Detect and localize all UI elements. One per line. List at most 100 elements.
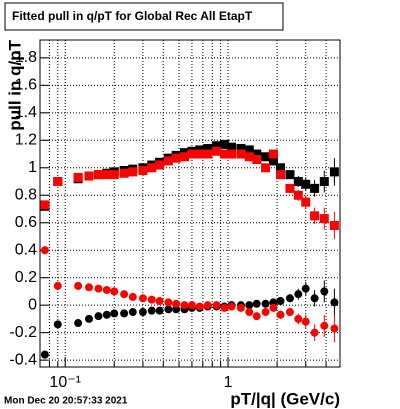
marker	[261, 299, 270, 308]
x-axis-label: pT/|q| (GeV/c)	[230, 389, 340, 408]
marker	[236, 144, 246, 154]
marker	[172, 305, 181, 314]
marker	[212, 141, 222, 151]
marker	[329, 167, 339, 177]
marker	[110, 309, 119, 318]
marker	[74, 281, 83, 290]
marker	[40, 246, 49, 255]
marker	[219, 149, 229, 159]
marker	[171, 153, 181, 163]
marker	[138, 308, 147, 317]
marker	[110, 287, 119, 296]
marker	[227, 149, 237, 159]
marker	[293, 177, 303, 187]
marker	[319, 177, 329, 187]
marker	[155, 306, 164, 315]
marker	[212, 146, 222, 156]
marker	[155, 297, 164, 306]
marker	[276, 310, 285, 319]
marker	[310, 294, 319, 303]
marker	[252, 155, 262, 165]
marker	[236, 149, 246, 159]
y-tick-label: 0.2	[15, 269, 37, 286]
plot-frame	[39, 39, 341, 368]
marker	[310, 328, 319, 337]
marker	[320, 321, 329, 330]
marker	[285, 183, 295, 193]
marker	[203, 149, 213, 159]
marker	[128, 308, 137, 317]
marker	[330, 298, 339, 307]
marker	[220, 303, 229, 312]
marker	[330, 324, 339, 333]
marker	[187, 149, 197, 159]
marker	[276, 163, 286, 173]
marker	[294, 290, 303, 299]
marker	[147, 295, 156, 304]
y-tick-label: -0.4	[9, 351, 37, 368]
marker	[164, 305, 173, 314]
marker	[301, 317, 310, 326]
marker	[74, 319, 83, 328]
marker	[155, 160, 165, 170]
marker	[268, 149, 278, 159]
marker	[73, 172, 83, 182]
marker	[236, 303, 245, 312]
marker	[53, 320, 62, 329]
marker	[212, 301, 221, 310]
y-tick-label: 0.4	[15, 241, 37, 258]
marker	[164, 298, 173, 307]
y-tick-label: -0.2	[9, 324, 37, 341]
marker	[261, 163, 271, 173]
y-tick-label: 0.6	[15, 214, 37, 231]
y-tick-label: 1.6	[15, 77, 37, 94]
marker	[120, 309, 129, 318]
marker	[319, 214, 329, 224]
y-axis-label: pull in q/pT	[5, 39, 24, 130]
marker	[40, 350, 49, 359]
chart-title: Fitted pull in q/pT for Global Rec All E…	[12, 9, 253, 23]
marker	[261, 308, 270, 317]
marker	[119, 168, 129, 178]
marker	[203, 144, 213, 154]
marker	[40, 200, 50, 210]
marker	[268, 156, 278, 166]
marker	[320, 287, 329, 296]
marker	[245, 308, 254, 317]
marker	[310, 211, 320, 221]
marker	[227, 142, 237, 152]
footer: Mon Dec 20 20:57:33 2021	[4, 396, 128, 407]
marker	[147, 306, 156, 315]
marker	[120, 290, 129, 299]
marker	[301, 197, 311, 207]
marker	[180, 301, 189, 310]
marker	[93, 170, 103, 180]
marker	[84, 171, 94, 181]
marker	[285, 170, 295, 180]
marker	[109, 170, 119, 180]
marker	[276, 297, 285, 306]
marker	[301, 284, 310, 293]
marker	[179, 152, 189, 162]
marker	[53, 177, 63, 187]
marker	[187, 301, 196, 310]
marker	[244, 152, 254, 162]
y-tick-label: 1.4	[15, 104, 37, 121]
marker	[85, 314, 94, 323]
marker	[195, 149, 205, 159]
marker	[203, 301, 212, 310]
marker	[252, 299, 261, 308]
y-tick-label: 1.2	[15, 132, 37, 149]
marker	[245, 301, 254, 310]
marker	[252, 149, 262, 159]
marker	[53, 281, 62, 290]
y-tick-label: 0	[28, 296, 37, 313]
marker	[94, 284, 103, 293]
marker	[172, 299, 181, 308]
marker	[128, 167, 138, 177]
marker	[285, 294, 294, 303]
marker	[219, 139, 229, 149]
marker	[163, 156, 173, 166]
